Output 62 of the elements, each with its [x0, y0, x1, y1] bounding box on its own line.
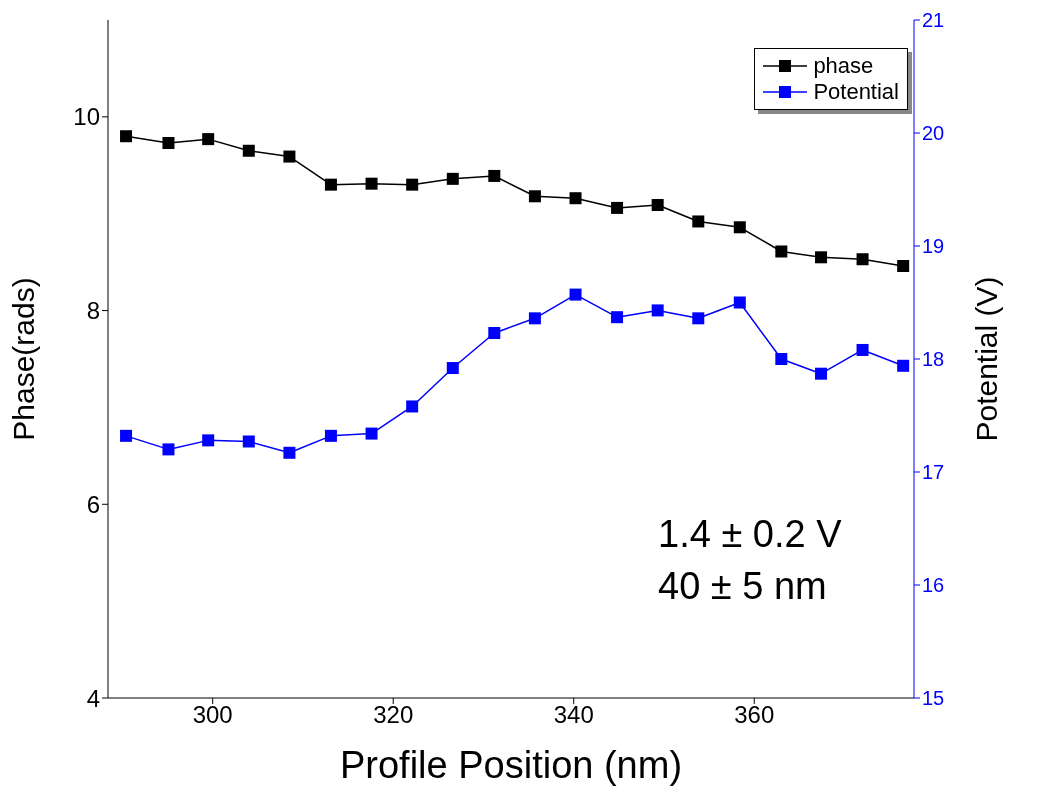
point [775, 353, 788, 365]
x-tick-label: 320 [373, 701, 414, 729]
point [733, 296, 746, 309]
point [856, 253, 869, 266]
y2-tick-label: 17 [922, 461, 945, 484]
point [815, 251, 828, 264]
y-tick-label: 10 [73, 103, 100, 131]
point [488, 327, 501, 340]
x-tick-label: 360 [734, 701, 775, 729]
point [856, 343, 869, 356]
point [324, 429, 337, 442]
y2-tick-label: 15 [922, 687, 945, 710]
point [897, 359, 910, 372]
point [162, 443, 175, 456]
point [406, 178, 419, 191]
legend-label: phase [813, 53, 874, 79]
point [446, 362, 459, 375]
y2-tick-label: 19 [922, 235, 945, 258]
point [611, 201, 624, 214]
point [611, 311, 624, 324]
point [775, 245, 788, 258]
point [692, 215, 705, 228]
y-tick-label: 6 [86, 490, 100, 518]
point [365, 177, 378, 190]
point [365, 427, 378, 440]
point [283, 150, 296, 163]
point [242, 435, 255, 448]
point [733, 221, 746, 234]
point [528, 190, 541, 203]
point [202, 133, 215, 146]
point [162, 137, 175, 150]
y2-tick-label: 16 [922, 574, 945, 597]
y2-axis-title: Potential (V) [969, 276, 1003, 442]
point [324, 178, 337, 191]
point [528, 312, 541, 325]
point [120, 130, 133, 143]
x-tick-label: 340 [553, 701, 594, 729]
y2-tick-label: 20 [922, 122, 945, 145]
point [692, 312, 705, 325]
point [406, 400, 419, 413]
y2-tick-label: 21 [922, 9, 945, 32]
x-axis-title: Profile Position (nm) [339, 744, 683, 786]
point [651, 304, 664, 317]
annotation: 40 ± 5 nm [658, 564, 828, 609]
point [202, 434, 215, 447]
legend-label: Potential [813, 79, 899, 105]
point [569, 192, 582, 205]
point [488, 169, 501, 182]
y-tick-label: 4 [86, 684, 100, 712]
x-tick-label: 300 [192, 701, 233, 729]
y2-tick-label: 18 [922, 348, 945, 371]
annotation: 1.4 ± 0.2 V [658, 512, 842, 557]
point [651, 199, 664, 211]
point [569, 288, 582, 301]
point [242, 144, 255, 157]
point [897, 260, 910, 273]
point [815, 367, 828, 380]
point [446, 172, 459, 185]
y-axis-title: Phase(rads) [6, 277, 40, 441]
y-tick-label: 8 [86, 297, 100, 325]
point [283, 446, 296, 459]
point [120, 429, 133, 442]
